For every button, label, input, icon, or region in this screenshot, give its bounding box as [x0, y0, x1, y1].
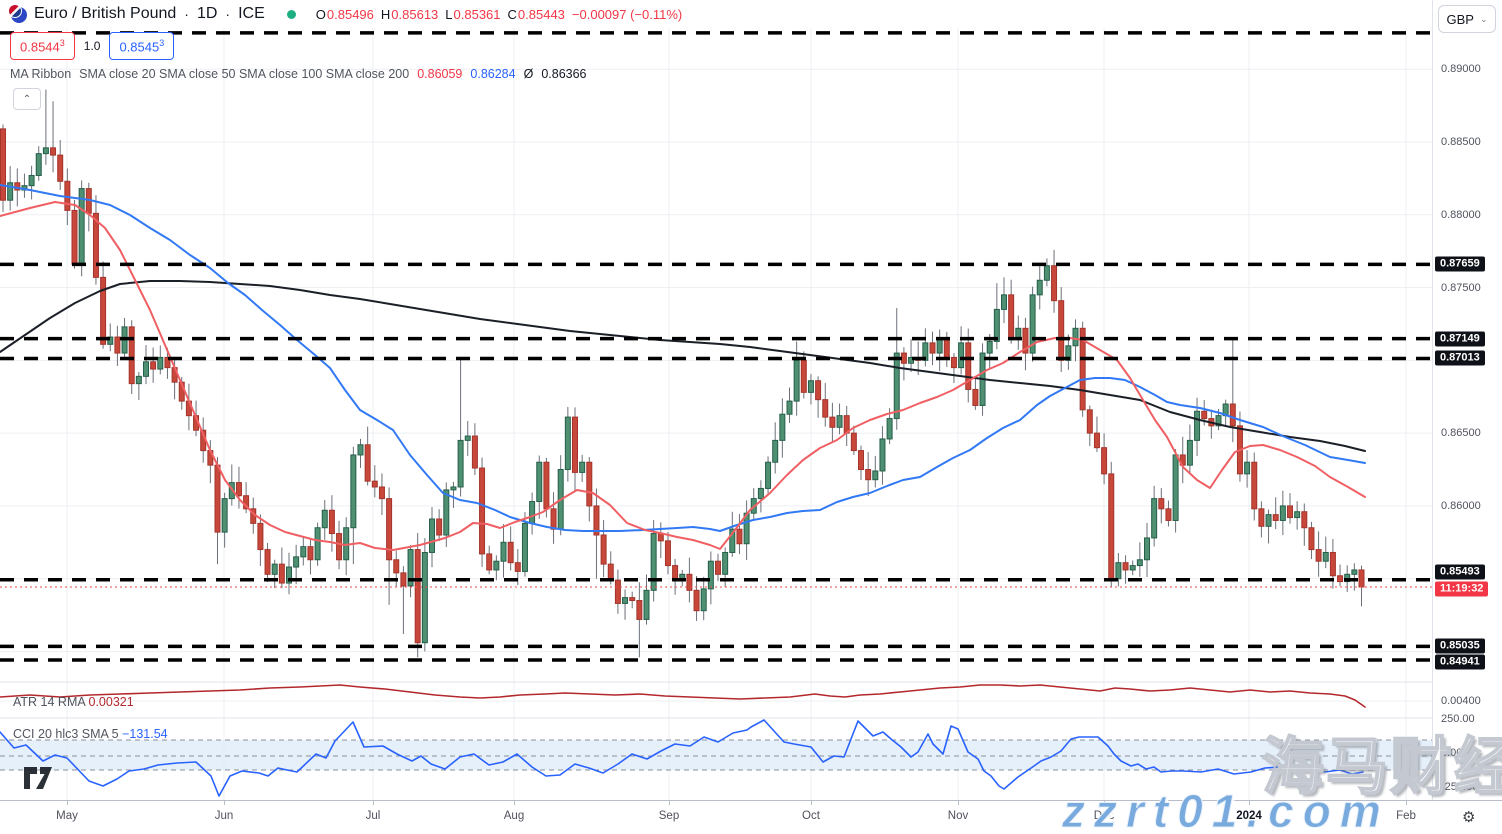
high-label: H: [380, 6, 391, 22]
price-tick-label: 0.88000: [1441, 208, 1481, 221]
cci-value: −131.54: [122, 727, 168, 741]
trade-panel: 0.85443 1.0 0.85453: [10, 32, 175, 60]
month-label: Nov: [947, 810, 969, 822]
time-tick: [958, 801, 959, 805]
indicator-params: SMA close 20 SMA close 50 SMA close 100 …: [79, 67, 410, 81]
time-tick: [669, 801, 670, 805]
currency-pair-icon: [8, 4, 28, 24]
symbol-title[interactable]: Euro / British Pound: [34, 5, 177, 22]
collapse-button[interactable]: ⌃: [13, 88, 41, 110]
ohlc-readout: O0.85496 H0.85613 L0.85361 C0.85443 −0.0…: [316, 7, 682, 22]
ma-ribbon-legend[interactable]: MA Ribbon SMA close 20 SMA close 50 SMA …: [10, 66, 587, 82]
price-tick-label: 0.89000: [1441, 63, 1481, 76]
level-price-badge: 0.87013: [1435, 350, 1485, 366]
month-label: May: [56, 810, 78, 822]
low-value: 0.85361: [453, 6, 501, 22]
exchange-label: ICE: [238, 5, 265, 22]
indicator-name: MA Ribbon: [10, 67, 72, 81]
level-price-badge: 0.84941: [1435, 654, 1485, 670]
price-axis[interactable]: 0.89000 0.88500 0.88000 0.87500 0.86500 0.860…: [1432, 0, 1502, 800]
time-axis[interactable]: May Jun Jul Aug Sep Oct Nov Dec 2024 Feb: [0, 800, 1502, 834]
month-label: Aug: [503, 810, 525, 822]
chevron-up-icon: ⌃: [22, 93, 32, 105]
cci-tick-label: 0.00: [1441, 747, 1463, 759]
high-value: 0.85613: [391, 6, 439, 22]
time-tick: [811, 801, 812, 805]
sma20-value: 0.86059: [417, 67, 463, 81]
buy-button[interactable]: 0.85453: [109, 32, 175, 60]
atr-value: 0.00321: [88, 695, 134, 709]
price-tick-label: 0.88500: [1441, 136, 1481, 148]
buy-price: 0.8545: [119, 39, 160, 55]
spread-value: 1.0: [83, 39, 101, 53]
time-tick: [373, 801, 374, 805]
cci-tick-label: 250.00: [1441, 713, 1475, 725]
close-label: C: [507, 6, 517, 22]
countdown-badge: 11:19:32: [1435, 581, 1489, 597]
currency-label: GBP: [1446, 11, 1474, 27]
month-label: Jul: [365, 810, 381, 822]
month-label: 2024: [1236, 810, 1262, 822]
tradingview-logo-icon[interactable]: [23, 766, 53, 795]
level-price-badge: 0.85493: [1435, 564, 1485, 580]
timeframe-label[interactable]: 1D: [196, 5, 218, 22]
sell-price: 0.8544: [20, 39, 60, 55]
time-tick: [514, 801, 515, 805]
cci-legend[interactable]: CCI 20 hlc3 SMA 5 −131.54: [13, 727, 168, 741]
open-label: O: [315, 6, 326, 22]
change-value: −0.00097 (−0.11%): [571, 6, 683, 22]
currency-dropdown[interactable]: GBP ⌄: [1438, 5, 1496, 33]
chevron-down-icon: ⌄: [1479, 13, 1488, 24]
time-tick: [1406, 801, 1407, 805]
time-tick: [67, 801, 68, 805]
month-label: Dec: [1093, 810, 1115, 822]
level-price-badge: 0.87659: [1435, 256, 1485, 272]
time-tick: [1249, 801, 1250, 805]
symbol-header: Euro / British Pound · 1D · ICE O0.85496…: [0, 0, 1438, 28]
level-price-badge: 0.87149: [1435, 331, 1485, 347]
average-value: 0.86366: [541, 67, 587, 81]
atr-legend[interactable]: ATR 14 RMA 0.00321: [13, 695, 134, 709]
market-status-icon[interactable]: [286, 9, 296, 19]
month-label: Sep: [658, 810, 680, 822]
price-tick-label: 0.86500: [1441, 427, 1481, 440]
cci-tick-label: -250.00: [1441, 781, 1479, 793]
low-label: L: [445, 6, 453, 22]
average-symbol: Ø: [523, 67, 534, 81]
buy-price-fraction: 3: [159, 38, 165, 49]
level-price-badge: 0.85035: [1435, 638, 1485, 654]
sell-price-fraction: 3: [59, 38, 65, 49]
month-label: Feb: [1396, 810, 1416, 822]
sell-button[interactable]: 0.85443: [10, 32, 75, 60]
price-tick-label: 0.86000: [1441, 499, 1481, 512]
cci-title: CCI 20 hlc3 SMA 5: [13, 727, 119, 741]
close-value: 0.85443: [517, 6, 565, 22]
time-tick: [1104, 801, 1105, 805]
title-separator: ·: [184, 6, 189, 22]
open-value: 0.85496: [326, 6, 374, 22]
month-label: Jun: [214, 810, 234, 822]
title-separator: ·: [225, 6, 231, 22]
atr-title: ATR 14 RMA: [13, 695, 86, 709]
month-label: Oct: [802, 810, 820, 822]
price-tick-label: 0.87500: [1441, 281, 1481, 294]
sma50-value: 0.86284: [470, 67, 516, 81]
gear-icon[interactable]: ⚙: [1462, 809, 1476, 826]
time-tick: [224, 801, 225, 805]
atr-tick-label: 0.00400: [1441, 695, 1481, 707]
